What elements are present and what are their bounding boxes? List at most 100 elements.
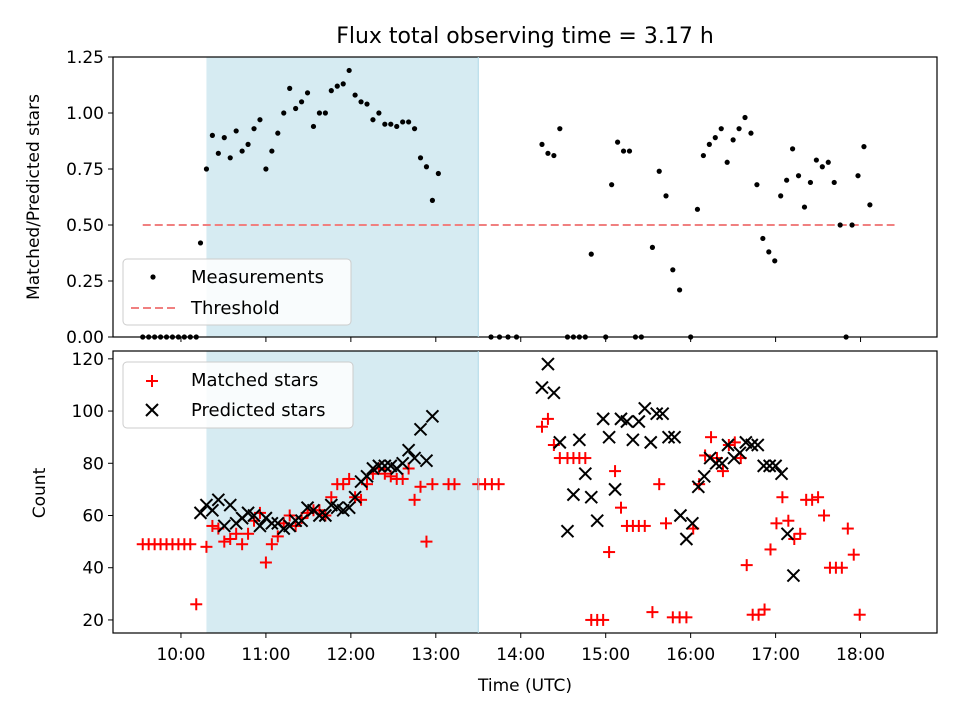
matched-star-point	[597, 613, 610, 626]
matched-star-point	[206, 519, 219, 532]
bottom-y-ticks: 20 40 60 80 100 120	[72, 350, 113, 631]
matched-star-point	[200, 540, 213, 553]
x-tick-label: 11:00	[241, 645, 290, 665]
measurement-point	[310, 123, 317, 130]
measurement-point	[849, 222, 855, 228]
matched-star-point	[812, 491, 825, 504]
measurement-point	[400, 119, 406, 125]
matched-star-point	[705, 431, 718, 444]
predicted-star-point	[673, 508, 688, 523]
matched-star-point	[716, 465, 729, 478]
y-tick-label: 0.75	[66, 160, 104, 180]
measurement-point	[557, 126, 563, 132]
top-axes-frame	[112, 56, 938, 338]
measurement-point	[663, 193, 669, 199]
predicted-star-point	[348, 490, 362, 504]
matched-star-point	[653, 478, 666, 491]
matched-star-point	[752, 608, 765, 621]
matched-star-point	[853, 608, 866, 621]
measurement-point	[789, 146, 796, 152]
predicted-star-point	[223, 498, 237, 512]
top-legend: Measurements Threshold	[122, 258, 352, 326]
matched-star-point	[680, 611, 693, 624]
measurement-point	[245, 141, 251, 147]
legend-predicted-label: Predicted stars	[191, 400, 325, 421]
matched-star-point	[758, 603, 771, 616]
measurement-point	[742, 114, 748, 121]
x-tick-label: 18:00	[836, 645, 885, 665]
matched-star-point	[835, 561, 848, 574]
predicted-star-point	[756, 459, 771, 473]
y-tick-label: 120	[72, 350, 104, 370]
measurement-point	[251, 126, 257, 132]
measurement-point	[411, 126, 418, 132]
measurement-point	[706, 141, 712, 147]
predicted-star-point	[596, 412, 610, 426]
predicted-star-point	[762, 459, 777, 473]
matched-star-point	[230, 527, 243, 540]
matched-star-point	[271, 530, 284, 543]
y-tick-label: 1.00	[66, 104, 104, 124]
measurement-point	[614, 139, 621, 145]
bottom-legend: Matched stars Predicted stars	[122, 361, 354, 429]
predicted-star-point	[572, 433, 587, 447]
measurement-point	[855, 173, 861, 179]
matched-star-point	[408, 493, 421, 506]
matched-star-point	[224, 533, 237, 545]
measurement-point	[269, 148, 275, 154]
measurement-point	[334, 83, 340, 89]
matched-star-point	[788, 533, 801, 545]
measurement-point	[304, 90, 311, 96]
y-tick-label: 0.00	[66, 328, 104, 348]
y-tick-label: 100	[72, 402, 104, 422]
matched-star-point	[794, 527, 807, 540]
matched-star-point	[638, 519, 651, 532]
x-tick-label: 14:00	[496, 645, 545, 665]
predicted-star-point	[288, 514, 303, 528]
predicted-star-point	[253, 519, 267, 533]
predicted-star-point	[342, 500, 356, 515]
predicted-star-point	[560, 524, 575, 538]
measurement-point	[316, 110, 323, 116]
y-tick-label: 40	[82, 559, 104, 579]
top-y-ticks: 0.00 0.25 0.50 0.75 1.00 1.25	[66, 48, 113, 348]
predicted-star-point	[395, 456, 410, 470]
predicted-star-point	[547, 386, 561, 400]
measurement-point	[203, 166, 210, 172]
predicted-star-point	[318, 508, 333, 523]
matched-star-point	[740, 559, 753, 572]
measurement-point	[376, 110, 382, 116]
matched-star-point	[378, 467, 391, 480]
measurement-point	[620, 148, 627, 154]
measurement-point	[233, 128, 239, 134]
predicted-star-point	[553, 435, 567, 450]
matched-star-point	[242, 527, 255, 540]
measurement-point	[819, 164, 825, 170]
measurement-point	[670, 267, 676, 273]
predicted-stars-layer	[193, 357, 801, 583]
measurement-point	[281, 110, 287, 116]
measurement-point	[807, 179, 814, 186]
matched-star-point	[614, 501, 627, 514]
matched-star-point	[190, 598, 203, 611]
measurement-point	[784, 177, 790, 183]
top-y-axis-label: Matched/Predicted stars	[24, 94, 44, 300]
measurement-point	[227, 155, 233, 161]
matched-star-point	[420, 535, 433, 548]
bottom-axes-frame	[112, 350, 938, 634]
predicted-star-point	[691, 480, 706, 494]
predicted-star-point	[667, 430, 682, 444]
matched-star-point	[699, 449, 712, 462]
matched-star-point	[259, 556, 272, 569]
predicted-star-point	[217, 519, 231, 533]
measurement-point	[340, 81, 346, 87]
matched-star-point	[184, 538, 197, 551]
y-tick-label: 60	[82, 507, 104, 527]
measurement-point	[417, 155, 424, 161]
matched-star-point	[396, 472, 409, 485]
predicted-star-point	[312, 508, 327, 523]
measurement-point	[748, 130, 754, 136]
predicted-star-point	[721, 438, 735, 452]
measurement-point	[257, 117, 263, 123]
measurement-point	[795, 173, 802, 179]
